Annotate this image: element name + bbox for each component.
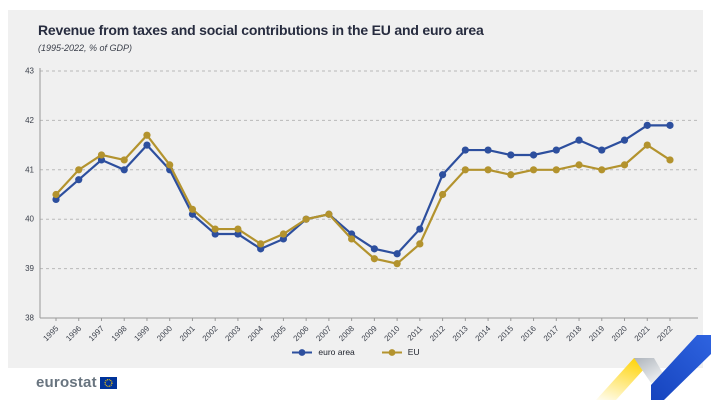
svg-text:2000: 2000 bbox=[155, 324, 174, 343]
svg-text:2002: 2002 bbox=[201, 324, 220, 343]
chart-legend: euro area EU bbox=[8, 344, 703, 360]
line-chart: 38 39 40 41 42 43 1995 1996 1997 1998 1999 2000 2001… bbox=[25, 67, 698, 343]
x-axis-ticks bbox=[55, 318, 671, 321]
svg-text:2010: 2010 bbox=[383, 324, 402, 343]
svg-text:2003: 2003 bbox=[223, 324, 242, 343]
svg-text:2015: 2015 bbox=[496, 324, 515, 343]
x-axis-labels: 1995 1996 1997 1998 1999 2000 2001 2002 2003 2004… bbox=[41, 324, 674, 343]
svg-text:2009: 2009 bbox=[360, 324, 379, 343]
svg-text:1997: 1997 bbox=[87, 324, 106, 343]
svg-text:2008: 2008 bbox=[337, 324, 356, 343]
svg-text:2014: 2014 bbox=[474, 324, 493, 343]
svg-text:1995: 1995 bbox=[41, 324, 60, 343]
svg-text:2005: 2005 bbox=[269, 324, 288, 343]
series-euro-area bbox=[52, 121, 674, 258]
svg-text:1999: 1999 bbox=[132, 324, 151, 343]
svg-text:2017: 2017 bbox=[542, 324, 561, 343]
svg-text:39: 39 bbox=[25, 264, 34, 273]
decorative-trend-ribbon-icon bbox=[596, 335, 711, 400]
svg-text:2006: 2006 bbox=[292, 324, 311, 343]
eurostat-logo-text: eurostat bbox=[36, 374, 97, 391]
svg-text:42: 42 bbox=[25, 116, 34, 125]
chart-title: Revenue from taxes and social contributi… bbox=[38, 22, 484, 38]
euro-area-line-marker-icon bbox=[292, 348, 313, 356]
svg-text:38: 38 bbox=[25, 314, 34, 323]
svg-text:2004: 2004 bbox=[246, 324, 265, 343]
svg-text:2001: 2001 bbox=[178, 324, 197, 343]
eu-flag-icon bbox=[99, 376, 117, 389]
svg-text:2012: 2012 bbox=[428, 324, 447, 343]
eurostat-logo: eurostat bbox=[36, 374, 117, 391]
svg-text:1996: 1996 bbox=[64, 324, 83, 343]
svg-text:41: 41 bbox=[25, 165, 34, 174]
legend-item-euro-area: euro area bbox=[291, 347, 355, 357]
y-axis-labels: 38 39 40 41 42 43 bbox=[25, 67, 34, 323]
svg-text:2013: 2013 bbox=[451, 324, 470, 343]
svg-text:2007: 2007 bbox=[314, 324, 333, 343]
chart-panel: Revenue from taxes and social contributi… bbox=[8, 10, 703, 368]
chart-subtitle: (1995-2022, % of GDP) bbox=[38, 43, 133, 53]
legend-item-eu: EU bbox=[381, 347, 420, 357]
legend-label-euro-area: euro area bbox=[318, 347, 355, 357]
svg-text:2011: 2011 bbox=[406, 324, 425, 343]
svg-text:43: 43 bbox=[25, 67, 34, 76]
legend-label-eu: EU bbox=[407, 347, 420, 357]
series-EU bbox=[52, 131, 674, 268]
svg-text:40: 40 bbox=[25, 215, 34, 224]
eu-line-marker-icon bbox=[381, 348, 402, 356]
gridlines bbox=[40, 70, 698, 270]
svg-text:2016: 2016 bbox=[519, 324, 538, 343]
svg-text:1998: 1998 bbox=[110, 324, 129, 343]
svg-text:2018: 2018 bbox=[565, 324, 584, 343]
